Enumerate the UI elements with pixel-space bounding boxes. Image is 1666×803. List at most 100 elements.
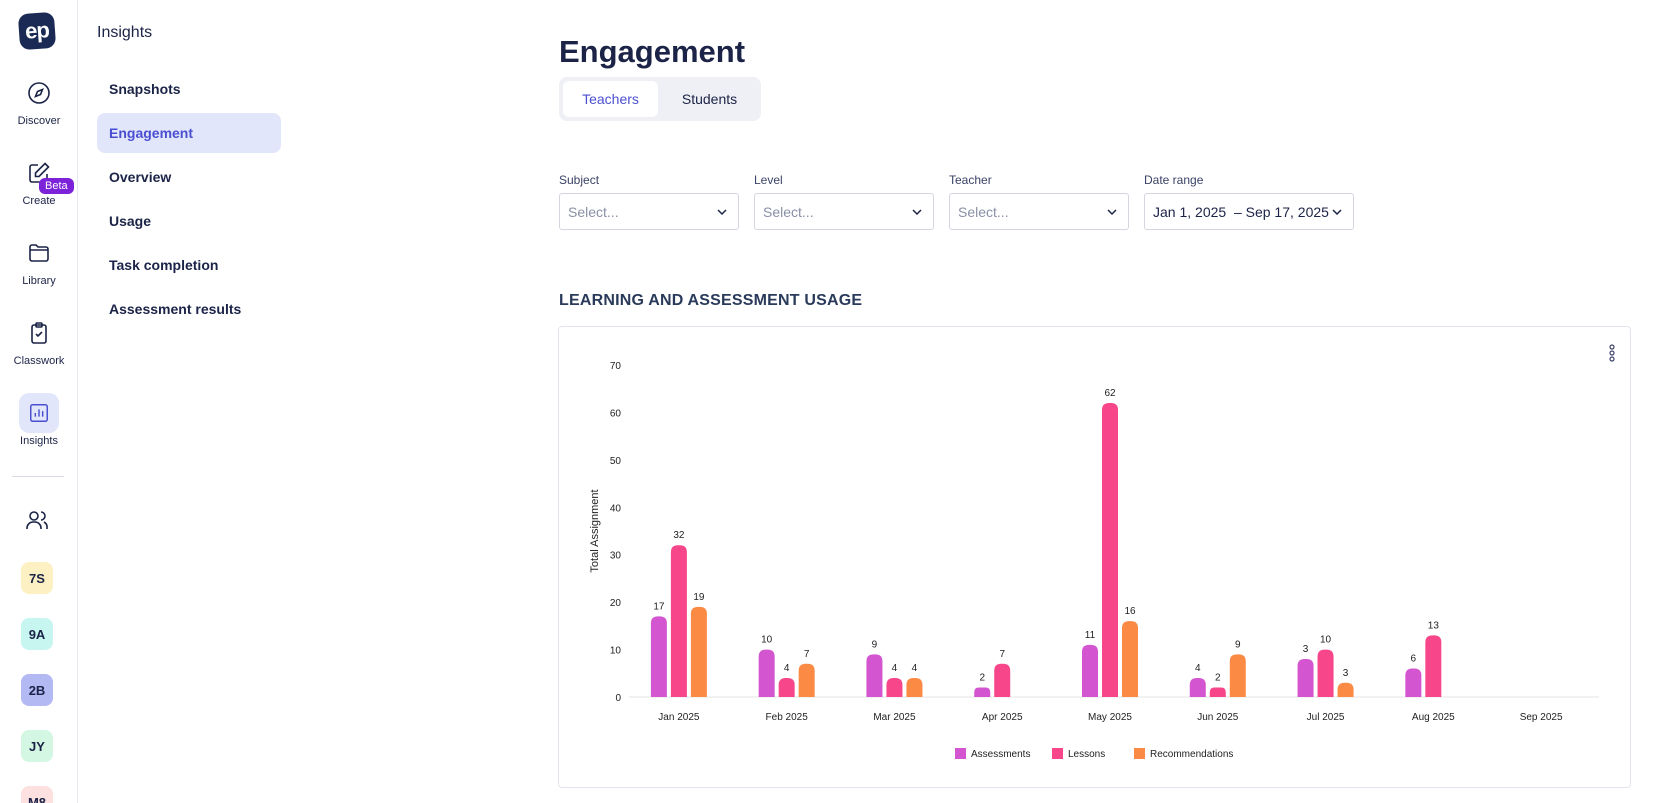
class-badge-jy[interactable]: JY <box>21 730 53 762</box>
bar-assessments <box>974 687 991 697</box>
x-tick-label: Jun 2025 <box>1197 712 1239 723</box>
class-badge-2b[interactable]: 2B <box>21 674 53 706</box>
x-tick-label: Feb 2025 <box>766 712 809 723</box>
x-tick-label: Apr 2025 <box>982 712 1023 723</box>
data-label: 9 <box>1235 639 1241 650</box>
data-label: 9 <box>872 639 878 650</box>
data-label: 13 <box>1428 620 1440 631</box>
rail-label: Create <box>22 195 56 207</box>
left-rail: ep Discover Create Beta Library Classwor… <box>0 0 78 803</box>
y-tick-label: 70 <box>610 361 622 372</box>
data-label: 17 <box>653 601 665 612</box>
bar-recommendations <box>690 606 707 697</box>
legend-swatch <box>1052 748 1063 759</box>
y-tick-label: 30 <box>610 551 622 562</box>
filter-teacher: Teacher Select... <box>949 173 1129 230</box>
app-logo[interactable]: ep <box>17 11 57 51</box>
class-badge-7s[interactable]: 7S <box>21 562 53 594</box>
bar-lessons <box>1317 649 1334 697</box>
bar-lessons <box>994 663 1011 697</box>
compass-icon <box>19 73 59 113</box>
select-value: Jan 1, 2025 – Sep 17, 2025 <box>1153 203 1329 220</box>
data-label: 4 <box>1195 663 1201 674</box>
bar-assessments <box>1082 644 1098 697</box>
bar-lessons <box>886 678 903 697</box>
subnav-title: Insights <box>97 24 153 41</box>
data-label: 62 <box>1104 388 1116 399</box>
x-tick-label: Jan 2025 <box>658 712 700 723</box>
chevron-down-icon <box>1107 208 1117 215</box>
data-label: 2 <box>1215 673 1221 684</box>
subnav-item-overview[interactable]: Overview <box>109 169 172 185</box>
bar-assessments <box>1405 668 1422 697</box>
legend-label: Recommendations <box>1150 749 1233 760</box>
x-tick-label: Aug 2025 <box>1412 712 1455 723</box>
date-range-picker[interactable]: Jan 1, 2025 – Sep 17, 2025 <box>1144 193 1354 230</box>
data-label: 2 <box>979 673 985 684</box>
rail-label: Discover <box>17 115 61 127</box>
audience-tabs: Teachers Students <box>559 77 761 121</box>
beta-badge: Beta <box>39 178 74 194</box>
y-tick-label: 60 <box>610 408 622 419</box>
rail-label: Library <box>22 275 56 287</box>
chevron-down-icon <box>912 208 922 215</box>
clipboard-check-icon <box>19 313 59 353</box>
class-badge-9a[interactable]: 9A <box>21 618 53 650</box>
rail-item-insights[interactable]: Insights <box>0 393 78 457</box>
page-title: Engagement <box>559 34 746 69</box>
rail-item-discover[interactable]: Discover <box>0 73 78 137</box>
section-title: LEARNING AND ASSESSMENT USAGE <box>559 292 863 309</box>
legend-swatch <box>1134 748 1145 759</box>
bar-lessons <box>1209 687 1226 697</box>
filter-level: Level Select... <box>754 173 934 230</box>
data-label: 16 <box>1124 606 1136 617</box>
legend-label: Lessons <box>1068 749 1105 760</box>
data-label: 4 <box>912 663 918 674</box>
class-badge-m8[interactable]: M8 <box>21 786 53 803</box>
data-label: 11 <box>1085 630 1096 641</box>
level-select[interactable]: Select... <box>754 193 934 230</box>
legend-label: Assessments <box>971 749 1030 760</box>
data-label: 19 <box>693 592 705 603</box>
subnav-item-engagement[interactable]: Engagement <box>97 113 281 153</box>
users-icon[interactable] <box>17 500 57 540</box>
y-tick-label: 0 <box>615 693 621 704</box>
y-tick-label: 10 <box>610 646 622 657</box>
subnav-item-task-completion[interactable]: Task completion <box>109 257 219 273</box>
subnav-item-assessment-results[interactable]: Assessment results <box>109 301 242 317</box>
y-axis-label: Total Assignment <box>589 489 601 572</box>
x-tick-label: May 2025 <box>1088 712 1132 723</box>
more-options-icon[interactable] <box>1606 343 1618 363</box>
data-label: 4 <box>784 663 790 674</box>
select-value: Select... <box>568 203 619 220</box>
rail-label: Insights <box>20 435 58 447</box>
folder-icon <box>19 233 59 273</box>
y-tick-label: 50 <box>610 456 622 467</box>
tab-students[interactable]: Students <box>681 91 738 107</box>
rail-item-library[interactable]: Library <box>0 233 78 297</box>
subnav-item-snapshots[interactable]: Snapshots <box>109 81 181 97</box>
filter-label: Teacher <box>949 173 992 187</box>
tab-teachers[interactable]: Teachers <box>563 81 658 117</box>
bar-assessments <box>1297 659 1314 697</box>
x-tick-label: Sep 2025 <box>1520 712 1563 723</box>
bar-recommendations <box>906 678 923 697</box>
rail-item-classwork[interactable]: Classwork <box>0 313 78 377</box>
x-tick-label: Mar 2025 <box>873 712 916 723</box>
filter-date-range: Date range Jan 1, 2025 – Sep 17, 2025 <box>1144 173 1354 230</box>
bar-recommendations <box>1122 621 1138 697</box>
data-label: 3 <box>1303 644 1309 655</box>
filter-label: Date range <box>1144 173 1204 187</box>
data-label: 10 <box>1320 635 1332 646</box>
subnav-item-usage[interactable]: Usage <box>109 213 152 229</box>
rail-divider <box>12 476 64 477</box>
subject-select[interactable]: Select... <box>559 193 739 230</box>
bar-recommendations <box>1337 682 1354 697</box>
bar-lessons <box>1425 635 1442 697</box>
legend-swatch <box>955 748 966 759</box>
data-label: 7 <box>999 649 1005 660</box>
filter-subject: Subject Select... <box>559 173 739 230</box>
bar-assessments <box>758 649 775 697</box>
bar-assessments <box>1189 678 1206 697</box>
teacher-select[interactable]: Select... <box>949 193 1129 230</box>
